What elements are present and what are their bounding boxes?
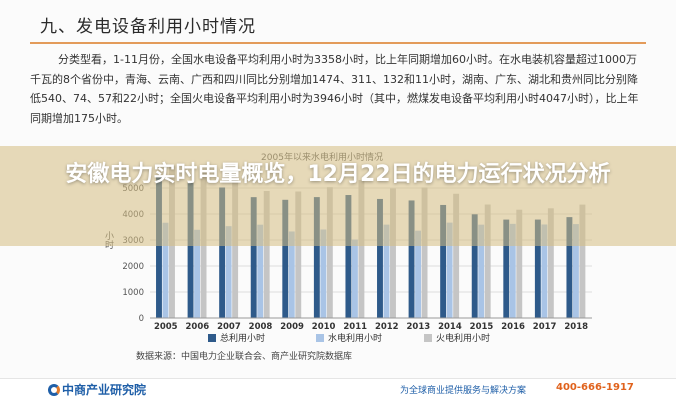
bar-火电利用小时 (232, 179, 239, 318)
x-tick-label: 2012 (375, 322, 399, 332)
footer-bar (0, 378, 676, 401)
legend-swatch (424, 334, 432, 342)
bar-火电利用小时 (453, 193, 460, 318)
bar-火电利用小时 (547, 208, 554, 318)
bar-水电利用小时 (320, 229, 327, 318)
bar-水电利用小时 (288, 231, 295, 318)
x-tick-label: 2005 (154, 322, 178, 332)
bar-水电利用小时 (351, 239, 358, 318)
bar-总利用小时 (534, 219, 541, 318)
bar-火电利用小时 (421, 187, 428, 318)
bar-火电利用小时 (390, 188, 396, 318)
bar-火电利用小时 (579, 204, 586, 318)
bar-水电利用小时 (257, 224, 264, 318)
bar-总利用小时 (345, 195, 352, 318)
bar-水电利用小时 (446, 222, 453, 318)
title-divider (30, 42, 646, 44)
bar-总利用小时 (313, 197, 320, 318)
bar-水电利用小时 (162, 222, 169, 318)
bar-水电利用小时 (415, 230, 422, 318)
bar-总利用小时 (471, 214, 478, 318)
data-source: 数据来源：中国电力企业联合会、商产业研究院数据库 (136, 352, 353, 362)
bar-火电利用小时 (516, 209, 523, 318)
bar-总利用小时 (503, 219, 510, 318)
bar-火电利用小时 (358, 180, 365, 318)
logo-icon (48, 384, 60, 396)
bar-水电利用小时 (383, 224, 390, 318)
x-tick-label: 2009 (280, 322, 304, 332)
x-tick-label: 2014 (438, 322, 462, 332)
x-tick-label: 2016 (501, 322, 525, 332)
legend-swatch (208, 334, 216, 342)
logo-text: 中商产业研究院 (62, 383, 147, 397)
bar-总利用小时 (408, 200, 415, 318)
legend-label: 水电利用小时 (328, 332, 382, 344)
footer-phone: 400-666-1917 (556, 382, 634, 393)
x-tick-label: 2007 (217, 322, 241, 332)
overlay-title: 安徽电力实时电量概览，12月22日的电力运行状况分析 (65, 162, 611, 187)
x-tick-label: 2008 (249, 322, 273, 332)
bar-总利用小时 (187, 182, 194, 318)
legend-label: 总利用小时 (220, 332, 265, 344)
x-tick-label: 2010 (312, 322, 336, 332)
bar-水电利用小时 (541, 224, 548, 318)
x-tick-label: 2013 (407, 322, 431, 332)
y-tick-label: 0 (139, 314, 144, 324)
y-tick-label: 2000 (122, 262, 144, 272)
bar-火电利用小时 (326, 187, 333, 318)
bar-水电利用小时 (225, 226, 232, 318)
section-title: 九、发电设备利用小时情况 (40, 17, 256, 37)
bar-水电利用小时 (194, 229, 201, 318)
footer-slogan: 为全球商业提供服务与解决方案 (400, 386, 527, 396)
bar-火电利用小时 (484, 204, 491, 318)
bar-总利用小时 (156, 176, 162, 318)
bar-总利用小时 (219, 187, 226, 318)
legend-swatch (316, 334, 324, 342)
x-tick-label: 2011 (343, 322, 367, 332)
x-tick-label: 2017 (533, 322, 557, 332)
x-tick-label: 2006 (186, 322, 210, 332)
bar-总利用小时 (250, 197, 257, 318)
body-paragraph: 分类型看，1-11月份，全国水电设备平均利用小时为3358小时，比上年同期增加6… (30, 50, 640, 128)
title-banner (0, 146, 676, 246)
bar-水电利用小时 (478, 224, 485, 318)
bar-火电利用小时 (295, 191, 302, 318)
bar-总利用小时 (282, 199, 289, 318)
paragraph-text: 分类型看，1-11月份，全国水电设备平均利用小时为3358小时，比上年同期增加6… (30, 53, 639, 125)
bar-总利用小时 (377, 198, 383, 318)
x-tick-label: 2015 (470, 322, 494, 332)
y-tick-label: 1000 (122, 288, 144, 298)
bar-水电利用小时 (509, 223, 516, 318)
bar-总利用小时 (566, 217, 573, 318)
x-tick-label: 2018 (564, 322, 588, 332)
legend-label: 火电利用小时 (436, 332, 490, 344)
bar-总利用小时 (440, 204, 447, 318)
bar-火电利用小时 (263, 190, 270, 318)
bar-水电利用小时 (572, 224, 579, 318)
